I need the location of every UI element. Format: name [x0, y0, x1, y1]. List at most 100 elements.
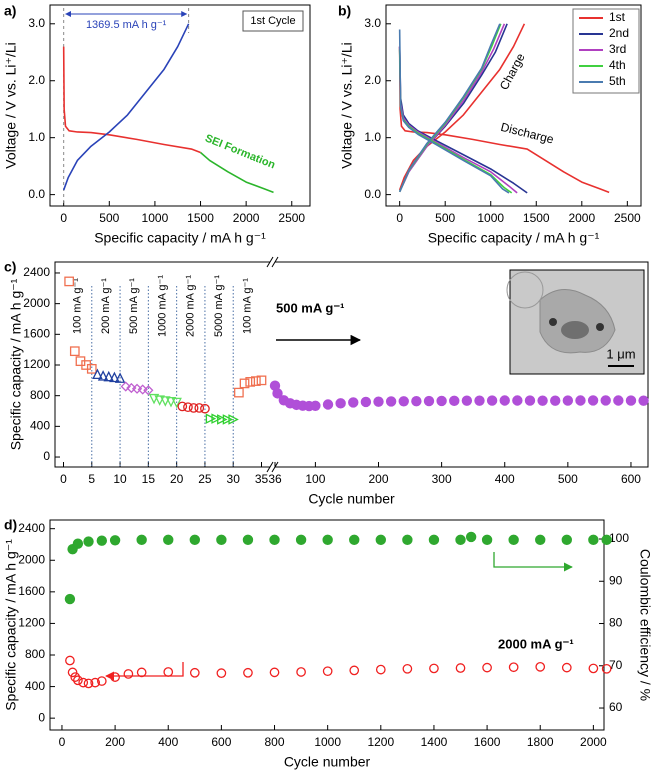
x-axis-title: Cycle number [308, 491, 395, 507]
plot-frame [385, 4, 642, 207]
legend-label: 2nd [609, 26, 629, 40]
x-tick-label: 35 [255, 472, 269, 486]
x-tick-label: 0 [59, 735, 66, 749]
marker [97, 370, 109, 381]
y-axis-title: Voltage / V vs. Li⁺/Li [339, 42, 355, 168]
x-tick-label: 600 [211, 735, 231, 749]
marker [78, 677, 89, 688]
x-tick-label: 800 [265, 735, 285, 749]
marker [499, 395, 510, 406]
x-tick-label: 2500 [278, 211, 305, 225]
y-tick-label: 1200 [23, 357, 50, 371]
axis-break [271, 256, 279, 268]
annotation: 2000 mA g⁻¹ [498, 636, 574, 651]
annotation: Discharge [499, 120, 555, 147]
y-tick-label: 2000 [18, 552, 45, 566]
y-tick-label: 1.0 [28, 130, 45, 144]
panel-label: a) [4, 3, 16, 19]
marker [402, 534, 413, 546]
y-tick-label: 400 [25, 679, 45, 693]
inset-texture [596, 323, 604, 331]
x-tick-label: 0 [396, 211, 403, 225]
marker [86, 363, 97, 374]
marker [638, 395, 649, 406]
x-tick-label: 2000 [580, 735, 607, 749]
rate-label: 2000 mA g⁻¹ [185, 275, 197, 337]
x-tick-label: 5 [88, 472, 95, 486]
marker [537, 395, 548, 406]
marker [70, 672, 81, 682]
x-tick-label: 2000 [568, 211, 595, 225]
rate-label: 5000 mA g⁻¹ [213, 275, 225, 337]
marker [222, 414, 234, 425]
x-tick-label: 1000 [314, 735, 341, 749]
marker [535, 534, 546, 546]
rate-label: 1000 mA g⁻¹ [156, 275, 168, 337]
x-axis-title: Specific capacity / mA h g⁻¹ [428, 230, 600, 246]
marker [588, 534, 599, 546]
curve [62, 46, 201, 154]
marker [428, 534, 440, 546]
panel-label: c) [4, 259, 16, 275]
marker [486, 395, 498, 406]
marker [423, 395, 435, 407]
x-tick-label: 1800 [527, 735, 554, 749]
x-axis-title: Cycle number [284, 754, 371, 770]
marker [429, 663, 439, 674]
y-tick-label: 800 [25, 647, 45, 661]
marker [269, 667, 280, 678]
marker [601, 534, 612, 546]
x-tick-label: 100 [305, 472, 325, 486]
marker [295, 534, 307, 546]
x-tick-label: 1000 [477, 211, 504, 225]
marker [322, 399, 334, 410]
legend-label: 5th [609, 74, 626, 88]
marker [512, 395, 523, 406]
marker [120, 381, 131, 392]
y-tick-label: 2.0 [28, 73, 45, 87]
marker [216, 668, 227, 679]
x-tick-label: 500 [435, 211, 455, 225]
x-tick-label: 25 [198, 472, 212, 486]
scale-label: 1 μm [606, 346, 635, 361]
x-tick-label: 0 [60, 211, 67, 225]
marker [335, 398, 346, 409]
marker [64, 276, 74, 287]
y-tick-label: 60 [609, 700, 623, 714]
x-tick-label: 30 [227, 472, 241, 486]
marker [613, 395, 624, 406]
marker [322, 534, 333, 546]
marker [625, 395, 637, 406]
marker [465, 531, 477, 543]
y-tick-label: 2.0 [364, 73, 381, 87]
marker [588, 663, 599, 674]
marker [143, 385, 154, 396]
y-tick-label: 1600 [23, 326, 50, 340]
marker [64, 593, 76, 605]
marker [163, 667, 174, 677]
rate-label: 500 mA g⁻¹ [128, 278, 140, 334]
inset-texture [561, 321, 589, 339]
x-tick-label: 1500 [187, 211, 214, 225]
marker [165, 396, 177, 408]
marker [114, 372, 126, 383]
x-tick-label: 400 [495, 472, 515, 486]
axis-break [266, 461, 274, 473]
panel-label: d) [4, 517, 17, 533]
x-tick-label: 10 [113, 472, 127, 486]
x-tick-label: 2000 [233, 211, 260, 225]
marker [322, 666, 333, 677]
y-tick-label: 90 [609, 573, 623, 587]
marker [296, 667, 306, 677]
x-tick-label: 1400 [421, 735, 448, 749]
x-tick-label: 2500 [614, 211, 641, 225]
marker [587, 395, 599, 406]
marker [269, 534, 280, 546]
x-tick-label: 36 [268, 472, 282, 486]
marker [349, 534, 360, 546]
marker [524, 395, 536, 406]
marker [73, 675, 83, 686]
rate-label: 100 mA g⁻¹ [241, 278, 253, 334]
y-tick-label: 1200 [18, 616, 45, 630]
